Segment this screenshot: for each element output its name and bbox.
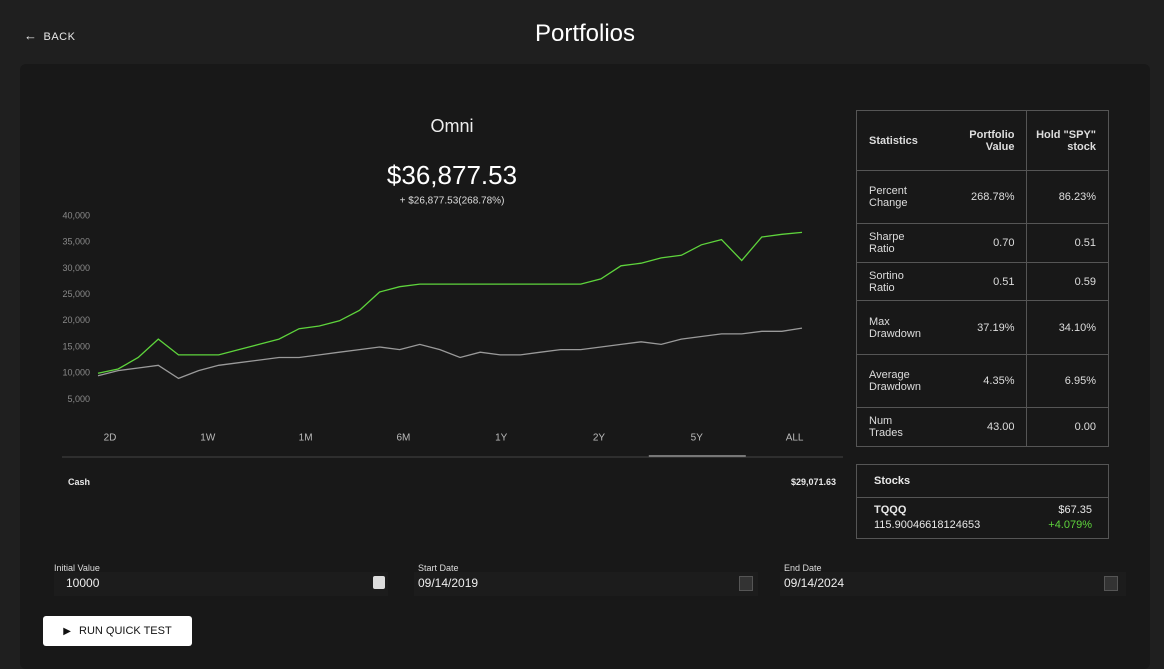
range-button[interactable]: 1W <box>200 433 216 444</box>
input-value: 09/14/2024 <box>784 576 845 590</box>
table-cell: 0.51 <box>1026 223 1109 263</box>
range-button[interactable]: 6M <box>396 433 410 444</box>
calendar-icon[interactable] <box>1104 576 1118 591</box>
range-button[interactable]: ALL <box>786 433 804 444</box>
back-text: BACK <box>43 31 76 43</box>
start-date-field[interactable] <box>414 572 758 596</box>
table-cell: 0.70 <box>940 223 1027 263</box>
range-button[interactable]: 5Y <box>691 433 704 444</box>
statistics-table: Statistics Portfolio Value Hold "SPY" stoc… <box>856 110 1109 447</box>
table-cell: Sharpe Ratio <box>856 223 941 263</box>
stocks-box: Stocks TQQQ 115.90046618124653 $67.35 +4… <box>856 464 1109 539</box>
end-date-field[interactable] <box>780 572 1126 596</box>
play-icon: ▶ <box>63 625 71 637</box>
table-row: Num Trades 43.00 0.00 <box>856 407 1109 447</box>
cash-label: Cash <box>68 477 91 487</box>
table-row: Statistics Portfolio Value Hold "SPY" stoc… <box>857 110 1109 171</box>
table-cell: 37.19% <box>940 300 1027 355</box>
table-cell: Average Drawdown <box>856 354 941 408</box>
y-tick-label: 20,000 <box>62 315 90 325</box>
stock-price: $67.35 <box>1058 504 1092 516</box>
input-value: 10000 <box>66 576 100 590</box>
table-row: Average Drawdown 4.35% 6.95% <box>856 354 1109 408</box>
table-row: Sortino Ratio 0.51 0.59 <box>856 262 1109 301</box>
table-cell: 34.10% <box>1026 300 1109 355</box>
table-cell: 268.78% <box>940 170 1027 224</box>
table-cell: Sortino Ratio <box>856 262 941 301</box>
range-button[interactable]: 1Y <box>495 433 508 444</box>
y-tick-label: 30,000 <box>62 263 90 273</box>
stock-shares: 115.90046618124653 <box>874 519 981 531</box>
table-cell: 43.00 <box>940 407 1027 447</box>
table-cell: 0.00 <box>1026 407 1109 447</box>
series-line <box>97 231 803 374</box>
y-tick-label: 10,000 <box>62 368 90 378</box>
chart-title: Omni <box>430 116 473 136</box>
back-icon: ← <box>24 28 38 43</box>
table-row: Percent Change 268.78% 86.23% <box>856 170 1109 224</box>
table-cell: 4.35% <box>940 354 1027 408</box>
portfolio-change: + $26,877.53(268.78%) <box>400 196 505 207</box>
range-button[interactable]: 2D <box>104 433 117 444</box>
stocks-title: Stocks <box>874 475 911 487</box>
table-cell: Percent Change <box>856 170 941 224</box>
page-title: Portfolios <box>534 20 636 47</box>
cash-value: $29,071.63 <box>790 477 836 487</box>
y-tick-label: 5,000 <box>67 394 90 404</box>
spinner[interactable] <box>373 576 385 589</box>
table-row: Sharpe Ratio 0.70 0.51 <box>856 223 1109 263</box>
table-cell: 0.59 <box>1026 262 1109 301</box>
run-button-label: RUN QUICK TEST <box>79 625 172 637</box>
stocks-divider <box>857 497 1108 498</box>
back-button[interactable]: ← BACK <box>24 28 75 43</box>
calendar-icon[interactable] <box>739 576 753 591</box>
header-cell: Portfolio Value <box>969 128 1015 153</box>
table-cell: 6.95% <box>1026 354 1109 408</box>
portfolio-value: $36,877.53 <box>387 160 517 190</box>
table-cell: 86.23% <box>1026 170 1109 224</box>
y-tick-label: 35,000 <box>62 237 90 247</box>
input-label: End Date <box>784 563 822 573</box>
input-label: Initial Value <box>54 563 100 573</box>
range-button[interactable]: 2Y <box>593 433 606 444</box>
initial-value-field[interactable] <box>54 572 388 596</box>
stock-symbol: TQQQ <box>874 504 907 516</box>
header-cell: Hold "SPY" stock <box>1026 110 1109 171</box>
table-cell: 0.51 <box>940 262 1027 301</box>
y-tick-label: 40,000 <box>62 210 90 220</box>
table-cell: Max Drawdown <box>856 300 941 355</box>
header-cell: Statistics <box>869 134 918 147</box>
range-button[interactable]: 1M <box>299 433 313 444</box>
y-tick-label: 15,000 <box>62 341 90 351</box>
y-tick-label: 25,000 <box>62 289 90 299</box>
table-row: Max Drawdown 37.19% 34.10% <box>856 300 1109 355</box>
series-line <box>97 327 803 380</box>
input-value: 09/14/2019 <box>418 576 479 590</box>
input-label: Start Date <box>418 563 459 573</box>
table-cell: Num Trades <box>856 407 941 447</box>
stock-change: +4.079% <box>1048 519 1092 531</box>
run-button[interactable]: ▶ RUN QUICK TEST <box>43 616 192 646</box>
